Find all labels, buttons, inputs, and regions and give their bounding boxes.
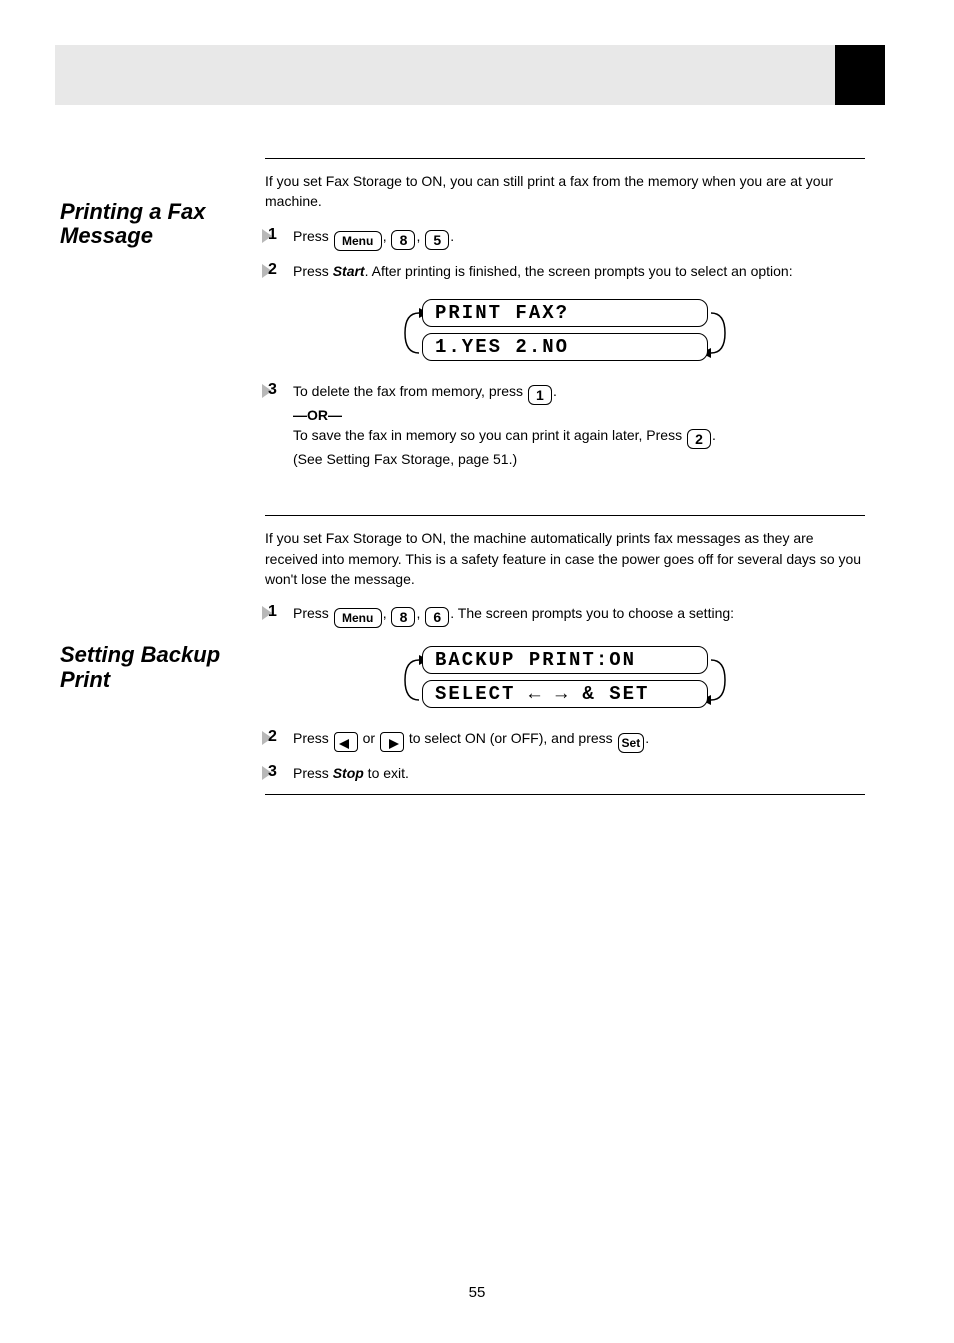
step-text: Press <box>293 765 329 781</box>
header-tab <box>835 45 885 105</box>
step-tail: . The screen prompts you to choose a set… <box>450 605 734 621</box>
step3b-text: To save the fax in memory so you can pri… <box>293 427 682 443</box>
lcd-line2: SELECT ← → & SET <box>422 680 708 708</box>
digit-key[interactable]: 6 <box>425 607 449 627</box>
section1-rule <box>265 158 865 159</box>
step3a-text: To delete the fax from memory, press <box>293 383 523 399</box>
digit-key[interactable]: 2 <box>687 429 711 449</box>
section2-step2: 2 Press or to select ON (or OFF), and pr… <box>265 728 865 753</box>
start-button-label: Start <box>333 263 365 279</box>
step-body: To delete the fax from memory, press 1. … <box>293 381 865 470</box>
step-number-text: 2 <box>268 728 277 745</box>
step-number-text: 3 <box>268 763 277 780</box>
see-ref: (See Setting Fax Storage, page 51.) <box>293 451 517 467</box>
step-tail: to exit. <box>364 765 409 781</box>
section2-rule <box>265 515 865 516</box>
section1-step1: 1 Press Menu, 8, 5. <box>265 226 865 251</box>
header-band <box>55 45 885 105</box>
left-column: Printing a Fax Message Setting Backup Pr… <box>60 200 250 692</box>
page-number: 55 <box>0 1284 954 1301</box>
step-number: 1 <box>265 603 293 621</box>
or-text: —OR— <box>293 407 342 423</box>
stop-button-label: Stop <box>333 765 364 781</box>
step-number-text: 3 <box>268 381 277 398</box>
section1-step3: 3 To delete the fax from memory, press 1… <box>265 381 865 470</box>
lcd-line2: 1.YES 2.NO <box>422 333 708 361</box>
right-arrow-key[interactable] <box>380 732 404 752</box>
main-content: If you set Fax Storage to ON, you can st… <box>265 150 865 807</box>
left-arrow-key[interactable] <box>334 732 358 752</box>
step-text: to select ON (or OFF), and press <box>409 730 613 746</box>
step-text: Press <box>293 263 329 279</box>
step-body: Press Menu, 8, 6. The screen prompts you… <box>293 603 865 628</box>
digit-key[interactable]: 8 <box>391 230 415 250</box>
section2-title-line1: Setting Backup <box>60 642 220 667</box>
section2-end-rule <box>265 794 865 795</box>
step-text: Press <box>293 228 329 244</box>
section2-title: Setting Backup Print <box>60 643 250 691</box>
step-number: 1 <box>265 226 293 244</box>
lcd-display-2: BACKUP PRINT:ON SELECT ← → & SET <box>265 646 865 716</box>
section2-step3: 3 Press Stop to exit. <box>265 763 865 783</box>
step-body: Press Start. After printing is finished,… <box>293 261 865 281</box>
lcd-line1: BACKUP PRINT:ON <box>422 646 708 674</box>
step3a-tail: . <box>553 383 557 399</box>
menu-key[interactable]: Menu <box>334 231 382 251</box>
lcd-line1: PRINT FAX? <box>422 299 708 327</box>
section2-title-line2: Print <box>60 667 110 692</box>
step-number: 2 <box>265 261 293 279</box>
section1-intro: If you set Fax Storage to ON, you can st… <box>265 171 865 212</box>
step-text: Press <box>293 730 329 746</box>
section1-step2: 2 Press Start. After printing is finishe… <box>265 261 865 281</box>
step-tail: . After printing is finished, the screen… <box>365 263 793 279</box>
step-body: Press Menu, 8, 5. <box>293 226 865 251</box>
set-key[interactable]: Set <box>618 733 645 753</box>
step-text: Press <box>293 605 329 621</box>
digit-key[interactable]: 1 <box>528 385 552 405</box>
step-tail: . <box>645 730 649 746</box>
lcd-display-1: PRINT FAX? 1.YES 2.NO <box>265 299 865 369</box>
section1-title: Printing a Fax Message <box>60 200 250 248</box>
section2-intro: If you set Fax Storage to ON, the machin… <box>265 528 865 589</box>
section2-step1: 1 Press Menu, 8, 6. The screen prompts y… <box>265 603 865 628</box>
step-number: 3 <box>265 381 293 399</box>
or-text: or <box>363 730 375 746</box>
step-number: 3 <box>265 763 293 781</box>
step-number-text: 1 <box>268 226 277 243</box>
step3b-tail: . <box>712 427 716 443</box>
menu-key[interactable]: Menu <box>334 608 382 628</box>
section1-title-line2: Message <box>60 223 153 248</box>
step-body: Press Stop to exit. <box>293 763 865 783</box>
digit-key[interactable]: 8 <box>391 607 415 627</box>
step-body: Press or to select ON (or OFF), and pres… <box>293 728 865 753</box>
step-number: 2 <box>265 728 293 746</box>
step-number-text: 1 <box>268 603 277 620</box>
step-tail: . <box>450 228 454 244</box>
step-number-text: 2 <box>268 261 277 278</box>
section1-title-line1: Printing a Fax <box>60 199 205 224</box>
digit-key[interactable]: 5 <box>425 230 449 250</box>
